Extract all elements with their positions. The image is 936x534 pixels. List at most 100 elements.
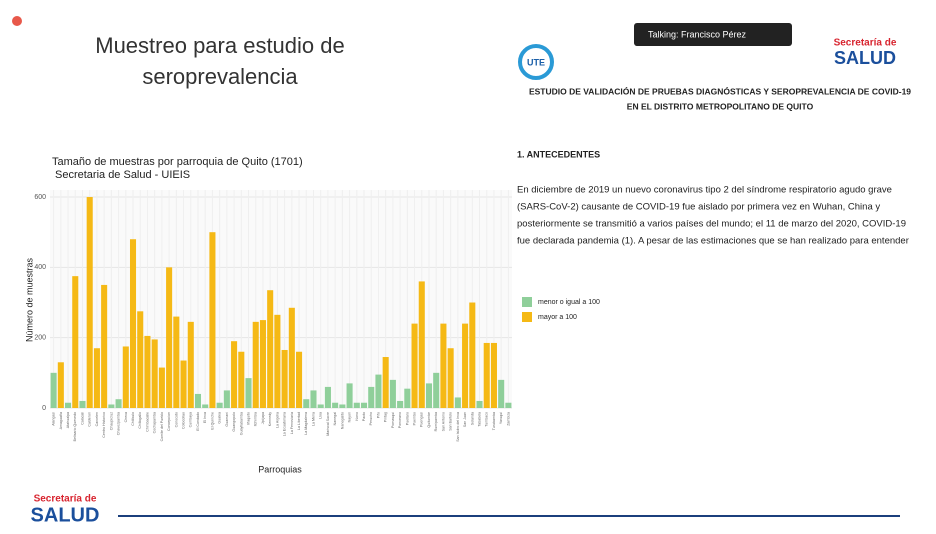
chart-subtitle: Secretaria de Salud - UIEIS [55,169,190,181]
x-tick-label: La Libertad [297,412,301,430]
x-tick-label: Puembo [413,412,417,425]
doc-paragraph: posteriormente se transmitió a varios pa… [517,219,906,230]
x-tick-label: Pintag [384,412,388,422]
x-tick-label: Centro Historico [102,412,106,438]
bar [339,404,346,408]
bar [223,390,230,408]
bar [202,404,209,408]
x-tick-label: Yaruqui [499,412,503,424]
doc-paragraph: En diciembre de 2019 un nuevo coronaviru… [517,185,892,196]
slide-title: Muestreo para estudio de [95,33,345,58]
x-tick-label: Calderon [88,412,92,427]
x-tick-label: El Condado [196,412,200,431]
bar [72,276,79,408]
bar [404,388,411,408]
x-tick-label: Puengasi [420,412,424,427]
bar [274,314,281,408]
ute-logo-text: UTE [527,57,545,67]
x-tick-label: San Bartolo [449,412,453,431]
y-tick-label: 600 [34,194,46,201]
x-tick-label: Iñaquito [246,412,250,425]
bar [462,323,469,408]
bar [353,402,360,408]
bar [281,349,288,408]
slide-title: seroprevalencia [142,64,298,89]
x-tick-label: Cotocollao [182,412,186,429]
bar [469,302,476,408]
doc-title: EN EL DISTRITO METROPOLITANO DE QUITO [627,101,814,111]
x-tick-label: La Mena [311,412,315,426]
y-axis-label: Número de muestras [24,257,34,342]
bar [194,393,202,408]
x-tick-label: Puellaro [405,412,409,425]
bar [180,360,187,408]
bar [187,321,194,408]
bar [397,400,404,408]
x-tick-label: El Inca [203,412,207,423]
x-tick-label: Nono [355,412,359,421]
bar [122,346,129,408]
x-tick-label: Turubamba [492,412,496,430]
bar [158,367,165,408]
x-tick-label: Guangopolo [232,412,236,432]
bar [375,374,382,408]
x-tick-label: Chillogallo [138,412,142,429]
doc-section: 1. ANTECEDENTES [517,149,600,159]
bar [231,341,238,408]
x-tick-label: El Quinche [210,412,214,430]
bar [440,323,447,408]
logo-text: Secretaría de [834,38,897,49]
y-tick-label: 0 [42,405,46,412]
x-tick-label: Nayon [348,412,352,422]
x-tick-label: Cumbaya [189,412,193,427]
doc-paragraph: fue declarada pandemia (1). A pesar de l… [517,236,909,247]
bar [418,281,425,408]
x-tick-label: Chaupicruz [109,412,113,430]
bar [79,400,86,408]
talking-text: Talking: Francisco Pérez [648,29,747,39]
bar [173,316,180,408]
x-tick-label: Lloa [319,412,323,419]
x-tick-label: Guamani [225,412,229,427]
x-tick-label: Nanegal [333,412,337,426]
x-tick-label: Cochapamba [153,412,157,433]
x-axis-label: Parroquias [258,464,302,474]
legend-swatch [522,297,532,307]
bar [332,402,339,408]
bar [259,320,266,408]
logo-text: SALUD [834,48,896,68]
doc-paragraph: (SARS-CoV-2) causante de COVID-19 fue ai… [517,202,880,213]
x-tick-label: La Magdalena [304,412,308,435]
x-tick-label: La Ecuatoriana [283,412,287,436]
x-tick-label: Rumipamba [434,412,438,431]
x-tick-label: Alangasi [52,412,56,426]
bar [346,383,353,408]
x-tick-label: La Ferroviaria [290,412,294,434]
bar [490,342,497,408]
bar [454,397,461,408]
bar [368,386,375,408]
x-tick-label: Pomasqui [391,412,395,428]
bar [505,402,512,408]
bar [129,239,137,408]
bar [267,290,274,408]
bar [447,348,454,408]
x-tick-label: Tababela [477,412,481,427]
x-tick-label: Carcelen [95,412,99,426]
bar [86,197,93,408]
x-tick-label: Itchimbia [254,412,258,426]
legend-label: mayor a 100 [538,314,577,321]
bar [360,402,368,408]
logo-text: SALUD [31,504,100,526]
bar [93,348,100,408]
bar [144,335,151,408]
bar [317,404,324,408]
x-tick-label: Zambiza [506,412,510,426]
bar [389,379,396,408]
bar [498,379,505,408]
bar [288,307,295,408]
x-tick-label: Calacali [80,412,84,425]
x-tick-label: Pacto [362,412,366,421]
x-tick-label: Comite del Pueblo [160,412,164,441]
